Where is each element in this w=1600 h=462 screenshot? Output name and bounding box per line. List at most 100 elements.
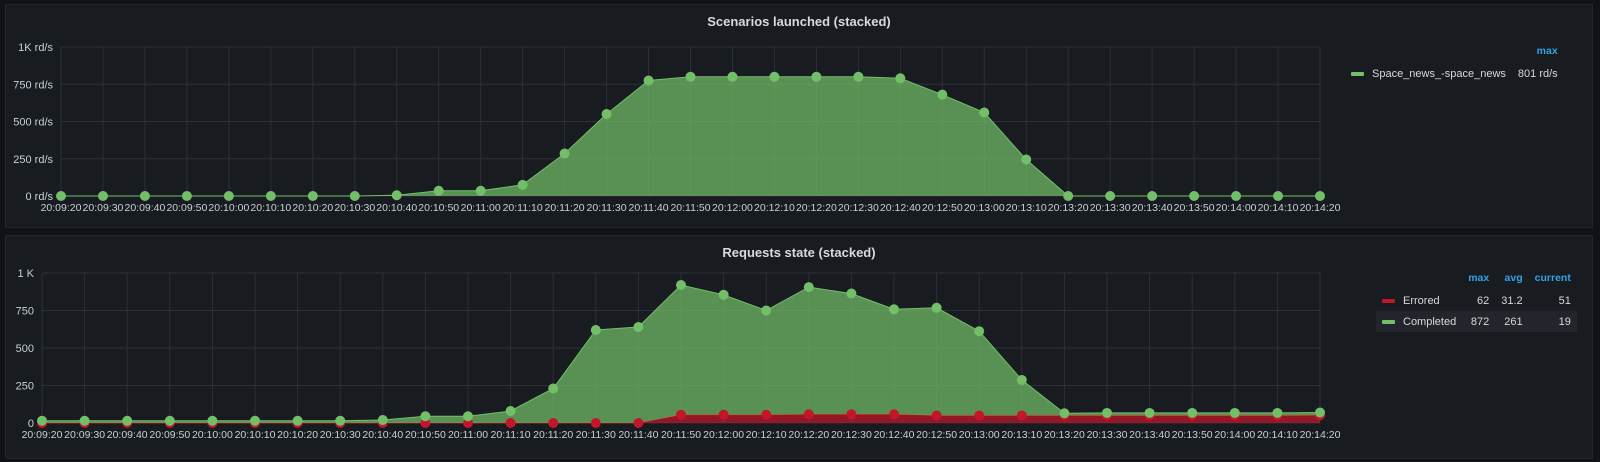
completed-point — [889, 304, 899, 315]
x-tick-label: 20:12:00 — [703, 429, 744, 441]
legend-row-errored[interactable]: Errored 62 31.2 51 — [1376, 290, 1577, 311]
x-tick-label: 20:09:40 — [107, 429, 148, 441]
space-news-space-news-point — [1063, 191, 1074, 201]
completed-point — [1016, 374, 1027, 385]
legend-series-label[interactable]: Completed — [1376, 311, 1463, 332]
y-tick-label: 1K rd/s — [18, 42, 53, 54]
x-tick-label: 20:09:50 — [166, 202, 207, 214]
completed-point — [335, 415, 346, 426]
errored-point — [974, 410, 985, 421]
x-tick-label: 20:10:30 — [320, 429, 361, 441]
completed-area — [42, 285, 1320, 423]
x-tick-label: 20:13:00 — [959, 429, 1000, 441]
space-news-space-news-point — [811, 71, 822, 82]
errored-point — [931, 410, 942, 421]
legend-max-value: 62 — [1476, 294, 1490, 307]
y-tick-label: 750 — [16, 306, 34, 318]
x-tick-label: 20:12:10 — [746, 429, 787, 441]
x-tick-label: 20:10:40 — [362, 429, 403, 441]
completed-point — [1187, 407, 1198, 418]
space-news-space-news-point — [1315, 191, 1325, 201]
completed-point — [377, 415, 388, 425]
legend-current-value: 19 — [1528, 311, 1577, 332]
space-news-space-news-point — [1021, 154, 1032, 165]
errored-point — [505, 418, 516, 428]
legend-avg-value: 31.2 — [1501, 294, 1523, 307]
x-tick-label: 20:12:40 — [874, 429, 915, 441]
space-news-space-news-point — [475, 185, 486, 196]
x-tick-label: 20:10:30 — [334, 202, 375, 214]
x-tick-label: 20:13:10 — [1001, 429, 1042, 441]
legend-header-max[interactable]: max — [1468, 272, 1490, 284]
space-news-space-news-point — [307, 191, 318, 201]
space-news-space-news-point — [1231, 191, 1242, 201]
x-tick-label: 20:13:20 — [1044, 429, 1085, 441]
x-tick-label: 20:10:00 — [192, 429, 233, 441]
space-news-space-news-point — [1147, 191, 1158, 201]
x-tick-label: 20:12:10 — [754, 202, 795, 214]
x-tick-label: 20:12:30 — [838, 202, 879, 214]
completed-point — [974, 326, 985, 337]
legend-row-completed[interactable]: Completed 872 261 19 — [1376, 311, 1577, 332]
completed-point — [463, 411, 473, 422]
space-news-space-news-point — [853, 71, 864, 82]
legend-header-current[interactable]: current — [1534, 272, 1571, 284]
x-tick-label: 20:12:40 — [880, 202, 921, 214]
space-news-space-news-point — [769, 71, 780, 82]
x-tick-label: 20:11:20 — [545, 202, 585, 214]
scenarios-legend: max Space_news_-space_news 801 rd/s — [1351, 45, 1564, 84]
x-tick-label: 20:12:20 — [796, 202, 837, 214]
x-tick-label: 20:10:20 — [277, 429, 318, 441]
x-tick-label: 20:13:40 — [1129, 429, 1170, 441]
errored-point — [889, 409, 899, 420]
completed-point — [931, 302, 942, 313]
legend-header-max[interactable]: max — [1536, 45, 1558, 57]
completed-point — [79, 415, 90, 426]
completed-point — [164, 415, 175, 426]
x-tick-label: 20:09:30 — [83, 202, 124, 214]
legend-series-name: Errored — [1403, 294, 1440, 307]
x-tick-label: 20:11:10 — [503, 202, 543, 214]
completed-point — [1144, 407, 1155, 418]
x-tick-label: 20:11:50 — [670, 202, 710, 214]
completed-point — [1272, 407, 1283, 418]
legend-series-label[interactable]: Errored — [1376, 290, 1462, 311]
y-tick-label: 750 rd/s — [13, 79, 53, 91]
x-tick-label: 20:13:50 — [1174, 202, 1215, 214]
completed-point — [676, 280, 686, 290]
space-news-space-news-point — [223, 191, 234, 201]
x-tick-label: 20:10:50 — [405, 429, 446, 441]
x-tick-label: 20:13:00 — [964, 202, 1005, 214]
x-tick-label: 20:14:20 — [1300, 202, 1341, 214]
errored-point — [846, 409, 857, 420]
x-tick-label: 20:14:10 — [1258, 202, 1299, 214]
errored-point — [548, 418, 559, 428]
x-tick-label: 20:13:40 — [1132, 202, 1173, 214]
completed-point — [122, 415, 133, 426]
space-news-space-news-point — [1189, 191, 1200, 201]
completed-point — [590, 325, 601, 335]
space-news-space-news-point — [1273, 191, 1284, 201]
errored-point — [761, 409, 772, 420]
legend-header-avg[interactable]: avg — [1504, 272, 1523, 284]
x-tick-label: 20:10:20 — [292, 202, 333, 214]
completed-point — [292, 415, 303, 426]
space-news-space-news-point — [139, 191, 150, 201]
x-tick-label: 20:12:50 — [916, 429, 957, 441]
x-tick-label: 20:10:40 — [376, 202, 417, 214]
x-tick-label: 20:12:20 — [788, 429, 829, 441]
errored-point — [633, 418, 644, 428]
space-news-space-news-point — [433, 185, 444, 196]
legend-swatch — [1382, 319, 1395, 324]
space-news-space-news-point — [895, 73, 906, 84]
legend-avg-value: 261 — [1495, 311, 1529, 332]
errored-point — [1016, 410, 1027, 421]
space-news-space-news-point — [685, 71, 696, 82]
x-tick-label: 20:10:00 — [208, 202, 249, 214]
legend-series-name: Space_news_-space_news — [1372, 67, 1506, 80]
legend-series-label[interactable]: Space_news_-space_news — [1351, 63, 1512, 84]
legend-row[interactable]: Space_news_-space_news 801 rd/s — [1351, 63, 1564, 84]
completed-point — [1059, 408, 1070, 419]
y-tick-label: 0 — [28, 418, 34, 430]
